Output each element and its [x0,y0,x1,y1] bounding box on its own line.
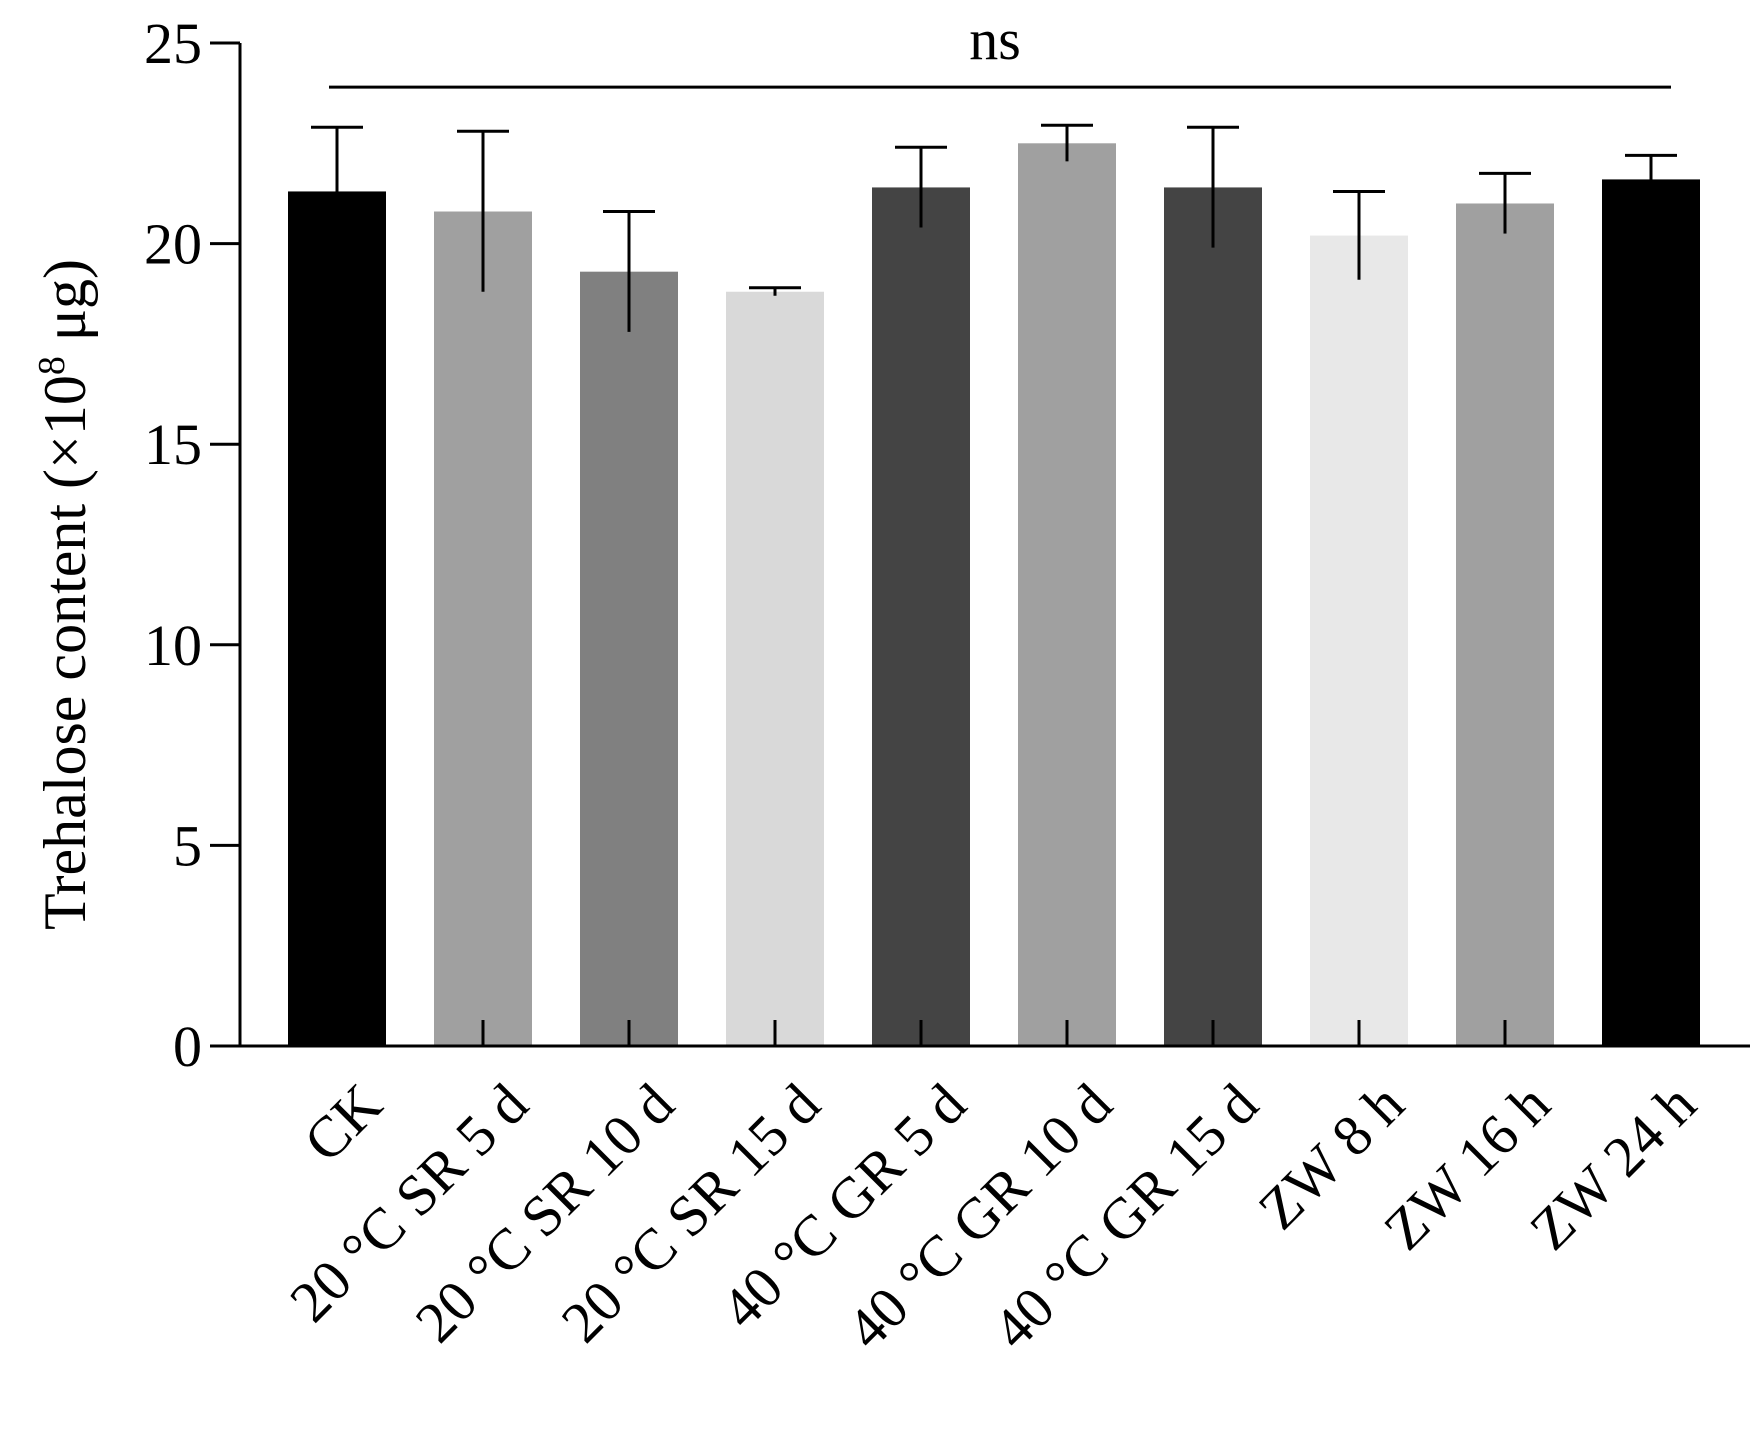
error-bars-layer [311,123,1677,332]
bar [434,211,532,1046]
bar [1164,187,1262,1046]
significance-layer: ns [329,7,1671,89]
y-axis-title-main: Trehalose content (×10 [32,375,98,930]
error-bar [895,145,947,228]
x-category-label: ZW 24 h [1517,1071,1708,1262]
bar [1018,143,1116,1047]
y-tick-label: 15 [144,412,202,477]
bar [1456,203,1554,1047]
y-tick-label: 25 [144,11,202,76]
bar [1602,179,1700,1046]
y-axis-title-unit: μg) [32,259,98,356]
error-bar [311,125,363,256]
bar [872,187,970,1046]
bars-layer [288,143,1700,1047]
significance-label: ns [969,7,1021,72]
y-ticks-layer: 0 5 10 15 20 25 [144,11,240,1079]
error-bar [1625,153,1677,204]
error-bar [603,210,655,332]
y-tick-label: 20 [144,212,202,277]
bar [1310,235,1408,1047]
bar [580,271,678,1047]
bar [726,291,824,1046]
x-category-label: CK [291,1071,394,1174]
error-bar [1479,171,1531,234]
y-tick-label: 5 [173,813,202,878]
y-axis-title: Trehalose content (×108 μg) [31,259,98,930]
error-bar [1333,189,1385,280]
y-tick-label: 10 [144,613,202,678]
error-bar [457,129,509,292]
y-axis-title-sup: 8 [31,356,73,375]
axes-layer [238,43,1750,1048]
y-tick-label: 0 [173,1014,202,1079]
bar [288,191,386,1047]
error-bar [1041,123,1093,162]
error-bar [1187,125,1239,248]
error-bar [749,286,801,296]
